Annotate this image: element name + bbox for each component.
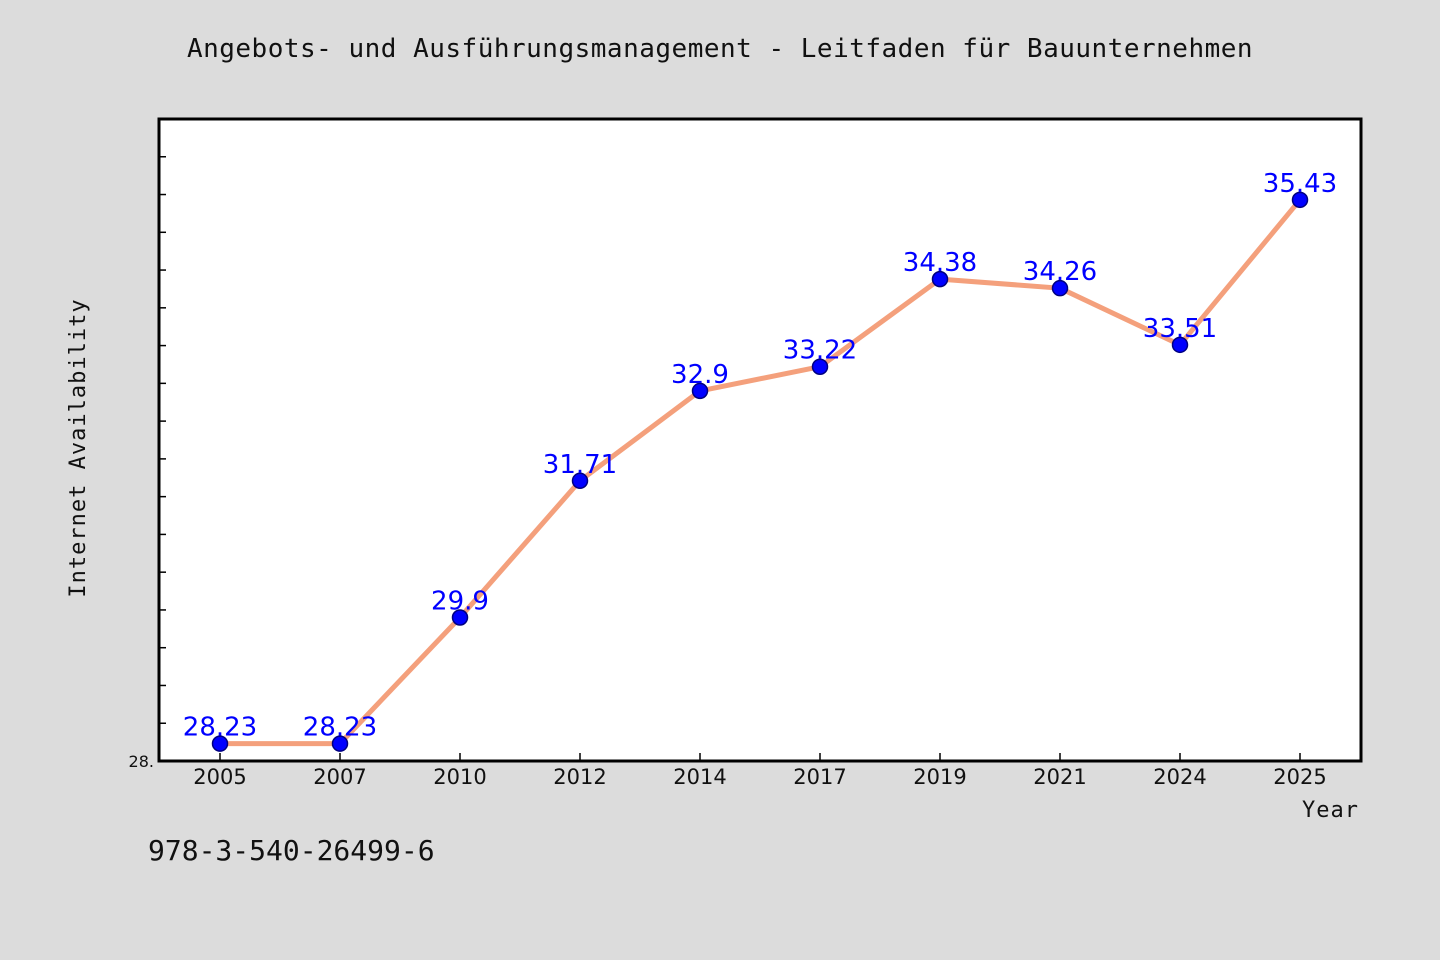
x-tick-label: 2019 bbox=[913, 765, 966, 789]
x-tick-label: 2010 bbox=[433, 765, 486, 789]
data-label: 34.26 bbox=[1023, 257, 1097, 287]
data-label: 28.23 bbox=[303, 713, 377, 743]
data-point bbox=[571, 472, 589, 490]
x-axis-label: Year bbox=[1302, 798, 1359, 823]
data-label: 35.43 bbox=[1263, 169, 1337, 199]
x-tick-label: 2024 bbox=[1153, 765, 1206, 789]
chart-title: Angebots- und Ausführungsmanagement - Le… bbox=[186, 34, 1254, 64]
series-line bbox=[220, 198, 1302, 747]
data-label: 33.51 bbox=[1143, 314, 1217, 344]
data-label: 28.23 bbox=[183, 713, 257, 743]
x-tick-label: 2017 bbox=[793, 765, 846, 789]
x-tick-label: 2005 bbox=[193, 765, 246, 789]
data-point bbox=[1291, 191, 1309, 209]
x-tick-label: 2007 bbox=[313, 765, 366, 789]
x-tick-label: 2012 bbox=[553, 765, 606, 789]
data-point bbox=[451, 609, 469, 626]
y-axis-ticks: 28. bbox=[129, 156, 166, 771]
data-point bbox=[691, 382, 709, 400]
y-tick-label: 28. bbox=[129, 752, 154, 771]
y-axis-label: Internet Availability bbox=[66, 298, 91, 597]
data-point bbox=[931, 270, 949, 288]
plot-area bbox=[157, 117, 1363, 763]
data-point bbox=[211, 735, 229, 752]
data-label: 34.38 bbox=[903, 248, 977, 278]
x-axis-ticks: 2005 2007 2010 2012 2014 2017 2019 2021 2024 2025 bbox=[193, 753, 1327, 789]
data-point bbox=[811, 358, 829, 375]
data-point bbox=[1051, 279, 1069, 297]
data-point bbox=[331, 735, 349, 752]
isbn-text: 978-3-540-26499-6 bbox=[148, 834, 435, 867]
x-tick-label: 2014 bbox=[673, 765, 726, 789]
series-group bbox=[211, 191, 1309, 752]
data-label: 29.9 bbox=[431, 586, 489, 616]
data-label: 33.22 bbox=[783, 336, 857, 366]
x-tick-label: 2025 bbox=[1273, 765, 1326, 789]
data-label: 31.71 bbox=[543, 450, 617, 480]
data-label: 32.9 bbox=[671, 360, 729, 390]
data-labels: 28.23 28.23 29.9 31.71 32.9 33.22 34.38 34.26 33… bbox=[183, 169, 1337, 743]
data-point bbox=[1171, 336, 1189, 354]
x-tick-label: 2021 bbox=[1033, 765, 1086, 789]
